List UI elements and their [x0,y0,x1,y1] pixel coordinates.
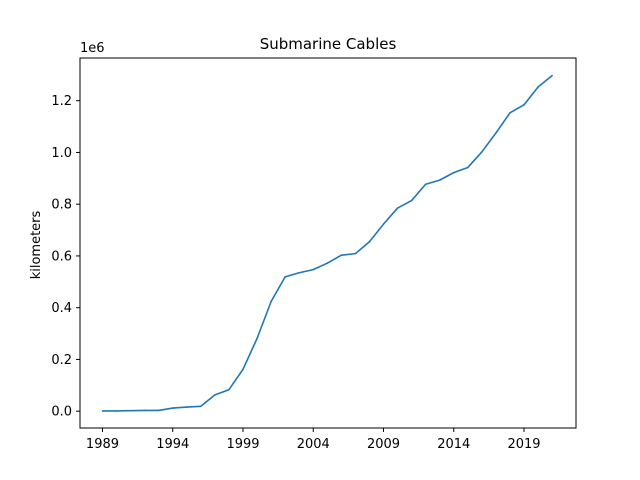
data-point [157,409,160,412]
data-point [354,252,357,255]
y-tick-label: 0.0 [51,405,72,420]
x-tick-label: 1989 [86,437,119,452]
y-tick-label: 0.4 [51,301,72,316]
data-point [368,240,371,243]
data-point [495,132,497,134]
plot-area: 1989 1994 1999 2004 2009 2014 2019 0.0 0.2 0.4 0.6… [51,74,553,452]
data-point [185,406,188,408]
data-point [143,409,146,412]
data-point [129,409,132,412]
data-point [115,410,118,412]
y-axis-offset-label: 1e6 [80,41,105,56]
data-point [101,410,104,412]
x-tick-label: 1999 [226,437,259,452]
x-tick-label: 2019 [507,437,540,452]
plot-frame [79,57,577,429]
data-point [410,199,413,202]
data-point [467,166,469,169]
data-point [326,262,329,264]
data-point [298,271,300,274]
y-axis-label: kilometers [29,210,44,279]
data-point [509,112,511,114]
y-tick-label: 1.2 [51,94,72,109]
y-tick-label: 0.2 [51,353,72,368]
data-point [312,268,315,271]
data-point [537,86,539,88]
data-point [438,179,441,181]
x-tick-label: 2004 [297,437,330,452]
x-tick-label: 1994 [156,437,189,452]
data-point [481,151,483,153]
data-point [228,388,230,391]
data-point [200,405,202,408]
x-tick-label: 2014 [437,437,470,452]
data-point [270,300,272,303]
data-point [256,337,258,340]
data-point [242,368,244,371]
data-point [396,207,399,209]
data-point [452,171,455,174]
data-point [171,407,174,409]
y-tick-label: 1.0 [51,146,72,161]
data-point [523,104,525,106]
data-point [284,276,286,278]
y-tick-label: 0.8 [51,198,72,213]
y-tick-label: 0.6 [51,249,72,264]
data-point [551,74,553,77]
data-point [214,394,216,396]
data-point [424,183,427,186]
chart-title: Submarine Cables [260,35,397,53]
data-point [382,223,385,225]
x-tick-label: 2009 [367,437,400,452]
data-point [340,254,343,256]
